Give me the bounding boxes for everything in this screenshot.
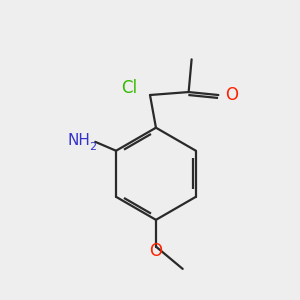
Text: 2: 2 xyxy=(90,142,97,152)
Text: NH: NH xyxy=(68,133,90,148)
Text: O: O xyxy=(149,242,162,260)
Text: Cl: Cl xyxy=(121,79,137,97)
Text: O: O xyxy=(225,86,238,104)
